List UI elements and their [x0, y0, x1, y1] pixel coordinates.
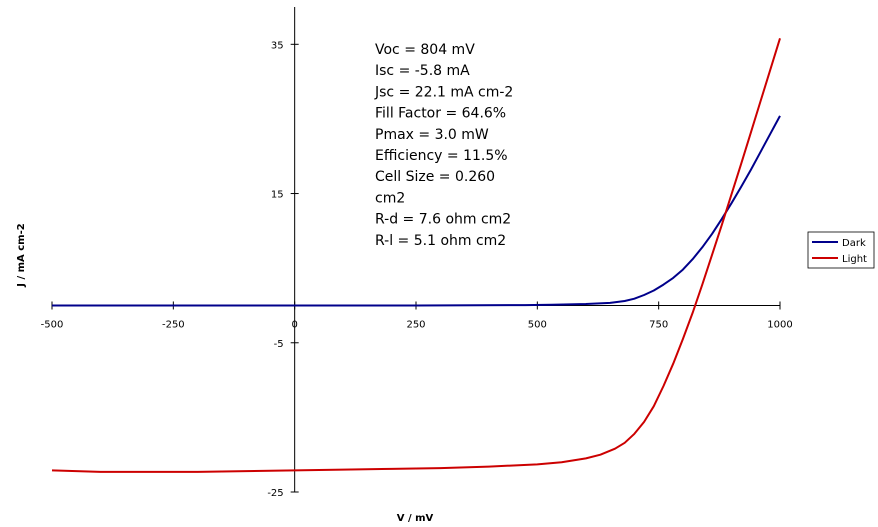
y-tick-label: -25: [267, 488, 283, 499]
series-line-dark: [52, 115, 781, 307]
x-tick-label: -250: [162, 319, 185, 330]
series-lines: [51, 38, 781, 473]
x-tick-label: 750: [649, 319, 668, 330]
annotation-line: Pmax = 3.0 mW: [375, 127, 489, 143]
annotation-line: cm2: [375, 190, 405, 206]
annotation-line: Cell Size = 0.260: [375, 169, 495, 185]
y-tick-label: 35: [271, 40, 284, 51]
x-tick-label: 500: [528, 319, 547, 330]
y-tick-label: -5: [274, 339, 284, 350]
y-axis-title: J / mA cm-2: [16, 223, 27, 287]
tick-labels: -500 -250 0 250 500 750 1000 35 15 -5 -25: [41, 40, 793, 499]
annotation-line: Fill Factor = 64.6%: [375, 106, 506, 122]
annotation-line: Jsc = 22.1 mA cm-2: [374, 84, 513, 100]
legend-label-dark: Dark: [842, 238, 866, 249]
legend-box: [807, 231, 875, 269]
y-tick-label: 15: [271, 190, 284, 201]
x-tick-label: 0: [291, 319, 297, 330]
x-tick-label: -500: [41, 319, 64, 330]
annotation-line: Voc = 804 mV: [375, 42, 475, 58]
x-tick-label: 250: [406, 319, 425, 330]
legend-label-light: Light: [842, 254, 867, 265]
x-axis-title: V / mV: [397, 513, 434, 524]
x-tick-label: 1000: [767, 319, 792, 330]
annotation-line: R-d = 7.6 ohm cm2: [375, 212, 511, 228]
axes: [51, 7, 781, 493]
annotation-line: Isc = -5.8 mA: [375, 63, 470, 79]
legend: Dark Light: [807, 231, 875, 269]
annotation-line: Efficiency = 11.5%: [375, 148, 508, 164]
annotation-block: Voc = 804 mV Isc = -5.8 mA Jsc = 22.1 mA c…: [374, 42, 513, 249]
series-line-light: [51, 38, 781, 473]
annotation-line: R-l = 5.1 ohm cm2: [375, 233, 506, 249]
